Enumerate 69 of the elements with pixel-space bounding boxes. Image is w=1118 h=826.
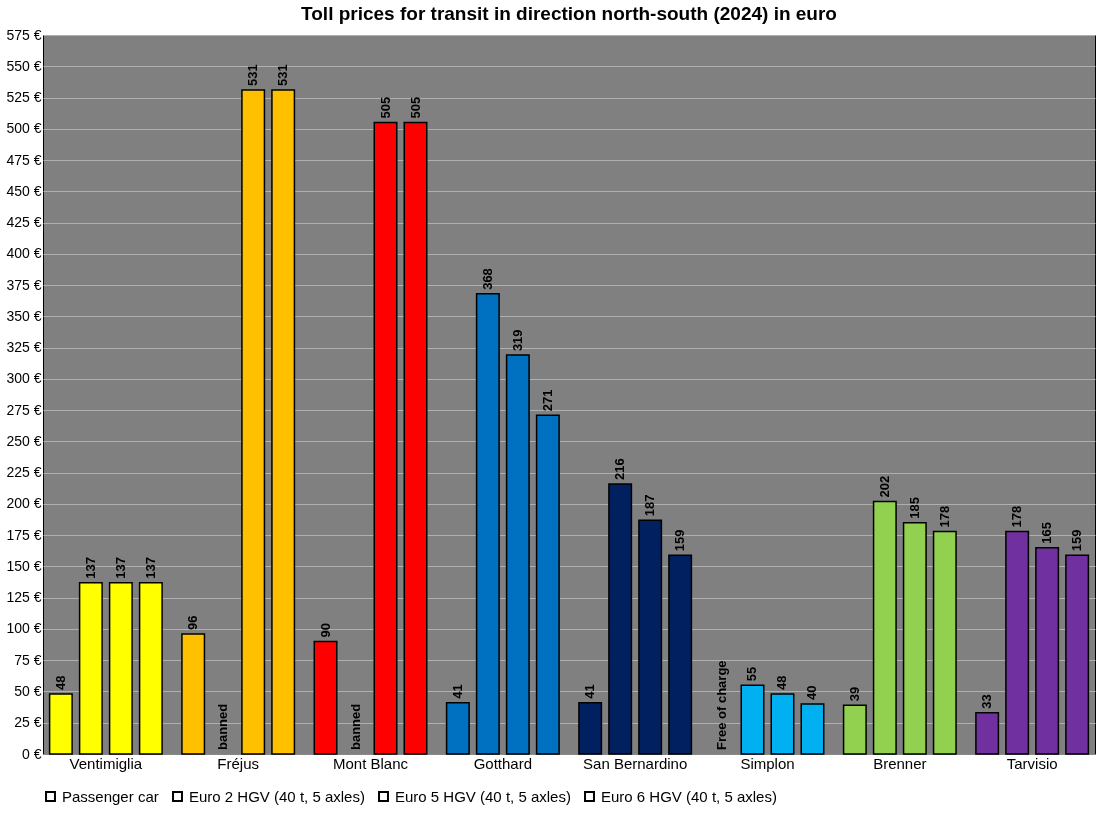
data-label: 531: [245, 64, 261, 87]
data-label: 137: [112, 556, 128, 579]
y-tick-label: 500 €: [6, 120, 42, 137]
data-label: 505: [377, 96, 393, 119]
data-label: 319: [509, 329, 525, 352]
data-label: 368: [479, 268, 495, 290]
y-tick-label: 75 €: [14, 651, 42, 668]
data-label: 187: [642, 494, 658, 517]
x-tick-label: Brenner: [873, 754, 927, 772]
data-label: 178: [936, 505, 952, 528]
x-tick-label: San Bernardino: [583, 754, 688, 772]
y-tick-label: 450 €: [6, 182, 42, 199]
data-label: 531: [275, 64, 291, 87]
y-tick-label: 325 €: [6, 339, 42, 356]
legend-label: Euro 5 HGV (40 t, 5 axles): [395, 787, 571, 805]
data-label: 185: [906, 496, 922, 519]
y-tick-label: 575 €: [6, 26, 42, 43]
legend-label: Euro 6 HGV (40 t, 5 axles): [601, 787, 777, 805]
y-tick-label: 425 €: [6, 214, 42, 231]
y-tick-label: 400 €: [6, 245, 42, 262]
y-tick-label: 150 €: [6, 557, 42, 574]
y-tick-label: 475 €: [6, 151, 42, 168]
y-tick-label: 50 €: [14, 682, 42, 699]
legend-label: Passenger car: [62, 787, 159, 805]
data-label: 271: [539, 389, 555, 412]
text: banned: [347, 703, 363, 750]
data-label: 178: [1009, 505, 1025, 528]
data-label: 216: [612, 458, 628, 480]
y-tick-label: 100 €: [6, 620, 42, 637]
y-tick-label: 300 €: [6, 370, 42, 387]
x-tick-label: Ventimiglia: [69, 754, 143, 772]
x-tick-label: Fréjus: [217, 754, 260, 772]
data-label: 90: [317, 622, 333, 638]
y-tick-label: 175 €: [6, 526, 42, 543]
y-tick-label: 350 €: [6, 307, 42, 324]
data-label: 96: [185, 615, 201, 630]
text: Free of charge: [714, 660, 730, 750]
chart-title: Toll prices for transit in direction north-south (2024) in euro: [301, 3, 837, 24]
y-tick-label: 550 €: [6, 57, 42, 74]
y-tick-label: 525 €: [6, 89, 42, 106]
legend-label: Euro 2 HGV (40 t, 5 axles): [189, 787, 365, 805]
data-label: 55: [744, 666, 760, 682]
data-label: 165: [1039, 521, 1055, 544]
data-label: 41: [582, 684, 598, 699]
data-label: 39: [846, 686, 862, 702]
data-label: 48: [774, 675, 790, 690]
x-tick-label: Gotthard: [473, 754, 533, 772]
data-label: 48: [52, 675, 68, 690]
y-tick-label: 375 €: [6, 276, 42, 293]
data-label: 505: [407, 96, 423, 119]
y-tick-label: 200 €: [6, 495, 42, 512]
y-tick-label: 250 €: [6, 432, 42, 449]
x-tick-label: Simplon: [740, 754, 795, 772]
data-label: 202: [876, 475, 892, 498]
y-tick-label: 275 €: [6, 401, 42, 418]
data-label: 137: [142, 556, 158, 579]
y-tick-label: 25 €: [14, 714, 42, 731]
data-label: 159: [672, 529, 688, 552]
x-tick-label: Tarvisio: [1006, 754, 1058, 772]
y-tick-label: 125 €: [6, 589, 42, 606]
data-label: 137: [82, 556, 98, 579]
text: banned: [215, 703, 231, 750]
data-label: 40: [804, 685, 820, 700]
y-tick-label: 225 €: [6, 464, 42, 481]
data-label: 33: [979, 694, 995, 709]
data-label: 159: [1069, 529, 1085, 552]
data-label: 41: [449, 684, 465, 699]
y-tick-label: 0 €: [22, 745, 42, 762]
x-tick-label: Mont Blanc: [332, 754, 409, 772]
